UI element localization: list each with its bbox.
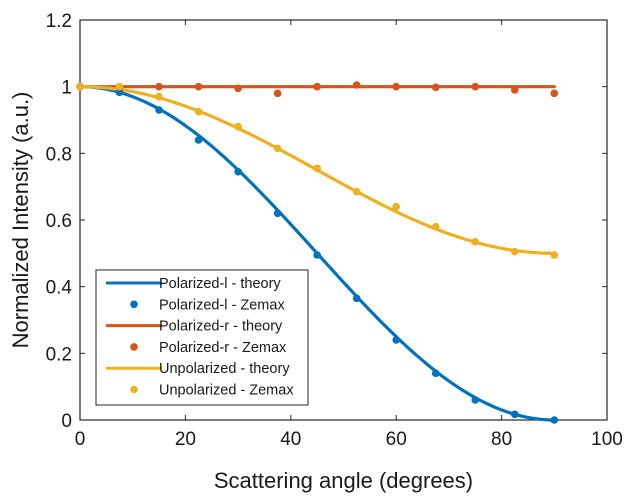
data-point xyxy=(550,416,559,424)
data-point xyxy=(431,83,440,92)
data-point xyxy=(155,82,163,91)
data-point xyxy=(155,106,163,114)
data-point xyxy=(550,251,559,259)
x-axis: 0 20 40 60 80 100 xyxy=(75,20,623,450)
x-tick-label: 40 xyxy=(280,429,301,450)
data-point xyxy=(313,251,321,259)
legend-label: Unpolarized - Zemax xyxy=(159,383,294,399)
x-tick-label: 60 xyxy=(386,429,407,450)
legend-label: Polarized-l - theory xyxy=(159,276,281,292)
data-point xyxy=(234,122,242,131)
data-point xyxy=(510,410,519,419)
y-tick-label: 0.2 xyxy=(46,344,72,365)
data-point xyxy=(273,209,282,218)
legend-label: Unpolarized - theory xyxy=(159,361,290,377)
legend-marker-swatch xyxy=(130,343,138,351)
y-tick-label: 1.2 xyxy=(46,11,72,32)
data-point xyxy=(234,84,242,93)
data-point xyxy=(431,222,440,231)
data-point xyxy=(431,369,440,378)
x-tick-label: 100 xyxy=(591,429,623,450)
data-point xyxy=(313,164,321,173)
y-tick-label: 0 xyxy=(61,411,72,432)
data-point xyxy=(115,88,124,97)
x-tick-label: 0 xyxy=(75,429,86,450)
data-point xyxy=(392,202,401,211)
legend-label: Polarized-r - theory xyxy=(159,319,283,335)
data-point xyxy=(273,89,282,98)
data-point xyxy=(273,144,282,153)
data-point xyxy=(115,82,124,91)
data-point xyxy=(194,107,203,116)
legend-label: Polarized-l - Zemax xyxy=(159,297,285,313)
legend-marker-swatch xyxy=(130,300,138,309)
y-tick-label: 0.4 xyxy=(46,278,73,299)
data-point xyxy=(313,82,321,91)
legend-box xyxy=(95,269,309,406)
legend: Polarized-l - theory Polarized-l - Zemax P… xyxy=(95,269,309,406)
data-point xyxy=(392,336,401,344)
data-point xyxy=(471,396,480,404)
data-point xyxy=(76,82,84,91)
data-point xyxy=(471,237,480,246)
y-tick-label: 0.6 xyxy=(46,211,72,232)
x-tick-label: 80 xyxy=(491,429,512,450)
y-tick-label: 1 xyxy=(61,78,72,99)
data-point xyxy=(234,167,242,176)
data-point xyxy=(352,187,361,196)
data-point xyxy=(194,82,203,91)
data-point xyxy=(392,82,401,91)
legend-label: Polarized-r - Zemax xyxy=(159,340,287,356)
y-axis-label: Normalized Intensity (a.u.) xyxy=(8,92,33,349)
y-tick-label: 0.8 xyxy=(46,144,72,165)
data-point xyxy=(352,294,361,303)
legend-marker-swatch xyxy=(130,385,138,394)
y-axis: 0 0.2 0.4 0.6 0.8 1 1.2 xyxy=(46,11,607,432)
data-point xyxy=(510,247,519,256)
data-point xyxy=(352,81,361,89)
data-point xyxy=(510,86,519,94)
data-point xyxy=(471,82,480,91)
data-point xyxy=(155,92,163,101)
x-tick-label: 20 xyxy=(175,429,196,450)
data-point xyxy=(550,89,559,98)
data-point xyxy=(194,136,203,144)
x-axis-label: Scattering angle (degrees) xyxy=(214,468,473,493)
series-points xyxy=(76,81,559,424)
